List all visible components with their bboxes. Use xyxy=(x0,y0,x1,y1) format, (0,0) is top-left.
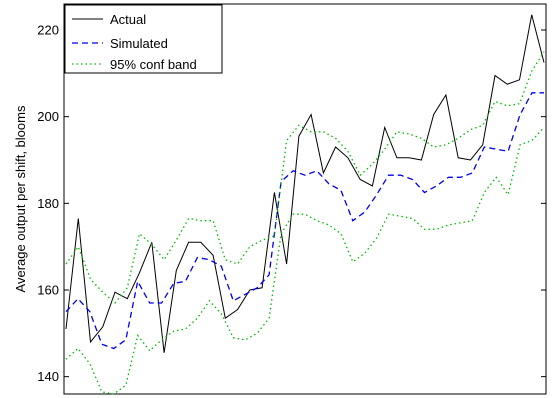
y-axis-label: Average output per shift, blooms xyxy=(13,105,28,292)
series-layer xyxy=(65,14,545,395)
y-axis-ticks: 140 160 180 200 220 xyxy=(37,23,546,384)
legend-label-actual: Actual xyxy=(110,12,146,27)
series-simulated-line xyxy=(65,92,544,350)
legend-box xyxy=(64,4,223,74)
series-conf-band-lower-line xyxy=(65,127,545,395)
y-tick-label: 220 xyxy=(37,23,59,38)
legend-label-conf-band: 95% conf band xyxy=(110,57,197,72)
legend-label-simulated: Simulated xyxy=(110,36,168,51)
series-actual-line xyxy=(65,14,545,353)
y-tick-label: 180 xyxy=(37,196,59,211)
legend: Actual Simulated 95% conf band xyxy=(64,4,223,74)
y-tick-label: 140 xyxy=(37,369,59,384)
y-tick-label: 200 xyxy=(37,109,59,124)
y-tick-label: 160 xyxy=(37,283,59,298)
series-conf-band-upper-line xyxy=(65,51,545,304)
